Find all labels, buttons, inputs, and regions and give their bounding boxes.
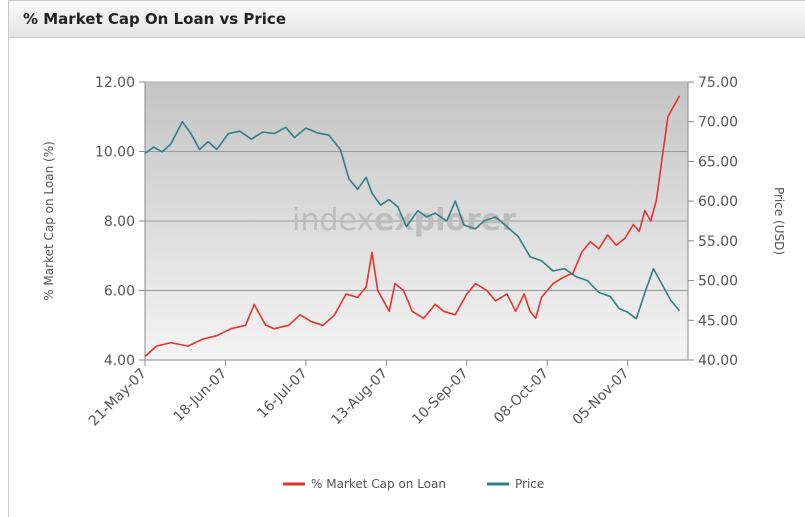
x-tick-label: 08-Oct-07 (491, 366, 552, 427)
y-right-tick-label: 65.00 (698, 154, 738, 170)
y-axis-left-title: % Market Cap on Loan (%) (42, 141, 56, 301)
y-left-tick-label: 6.00 (104, 284, 135, 300)
x-tick-label: 21-May-07 (86, 366, 150, 430)
x-tick-label: 10-Sep-07 (409, 366, 471, 428)
panel-title: % Market Cap On Loan vs Price (23, 10, 286, 28)
panel-header: % Market Cap On Loan vs Price (9, 1, 805, 38)
y-left-tick-label: 10.00 (95, 145, 135, 161)
watermark: indexexplorer (292, 203, 516, 238)
legend-label-price: Price (515, 477, 544, 491)
y-right-tick-label: 50.00 (698, 274, 738, 290)
series-line-loan (144, 95, 681, 358)
series-lines (144, 95, 681, 358)
legend-label-loan: % Market Cap on Loan (311, 477, 446, 491)
y-right-tick-label: 60.00 (698, 194, 738, 210)
watermark-light: index (292, 203, 374, 238)
x-tick-label: 16-Jul-07 (255, 366, 311, 422)
x-tick-label: 18-Jun-07 (171, 366, 231, 426)
y-left-tick-label: 4.00 (104, 353, 135, 369)
legend: % Market Cap on Loan Price (283, 477, 544, 491)
y-axis-right-title: Price (USD) (772, 187, 786, 255)
series-line-price (144, 120, 681, 320)
x-tick-label: 13-Aug-07 (328, 366, 391, 429)
y-right-tick-label: 75.00 (698, 75, 738, 91)
y-right-tick-label: 70.00 (698, 115, 738, 131)
y-right-tick-label: 55.00 (698, 234, 738, 250)
y-right-tick-label: 40.00 (698, 353, 738, 369)
x-tick-label: 05-Nov-07 (570, 366, 633, 429)
y-left-tick-label: 12.00 (95, 75, 135, 91)
y-right-tick-label: 45.00 (698, 313, 738, 329)
y-left-tick-label: 8.00 (104, 214, 135, 230)
